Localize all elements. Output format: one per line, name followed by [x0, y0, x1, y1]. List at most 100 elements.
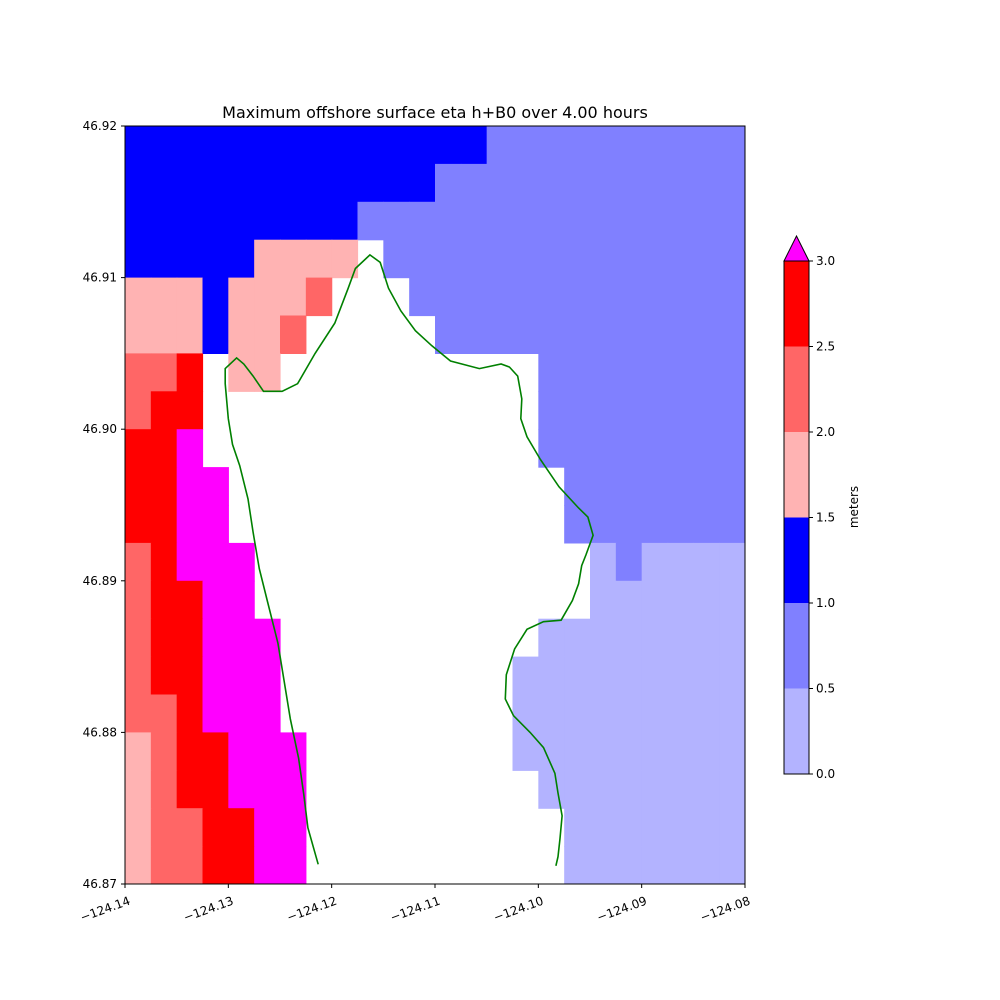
heatmap-cell	[280, 846, 307, 884]
heatmap-cell	[719, 656, 745, 696]
heatmap-cells	[125, 126, 745, 884]
heatmap-cell	[641, 315, 669, 354]
x-tick-label: −124.09	[595, 894, 649, 925]
heatmap-cell	[693, 315, 720, 354]
colorbar-tick-label: 2.5	[816, 340, 835, 354]
heatmap-cell	[202, 505, 229, 544]
heatmap-cell	[176, 315, 204, 354]
heatmap-cell	[667, 201, 694, 241]
heatmap-cell	[228, 126, 255, 165]
heatmap-cell	[719, 770, 745, 809]
heatmap-cell	[486, 277, 514, 317]
heatmap-cell	[667, 391, 694, 430]
x-tick-label: −124.12	[285, 894, 339, 925]
colorbar-segment	[784, 688, 809, 774]
heatmap-cell	[538, 201, 565, 241]
heatmap-cell	[641, 732, 669, 771]
heatmap-cell	[693, 618, 720, 658]
heatmap-cell	[202, 694, 229, 733]
heatmap-cell	[460, 163, 488, 203]
heatmap-cell	[693, 808, 720, 847]
heatmap-cell	[641, 808, 669, 847]
heatmap-cell	[641, 429, 669, 468]
heatmap-cell	[202, 467, 229, 506]
colorbar-ticks: 0.0 0.5 1.0 1.5 2.0 2.5 3.0	[809, 254, 835, 781]
heatmap-cell	[331, 201, 359, 241]
heatmap-cell	[641, 580, 669, 620]
heatmap-cell	[693, 846, 720, 884]
colorbar-tick-label: 2.0	[816, 425, 835, 439]
heatmap-cell	[435, 239, 462, 279]
heatmap-cell	[590, 580, 617, 620]
colorbar-tick-label: 0.5	[816, 682, 835, 696]
heatmap-cell	[615, 580, 643, 620]
heatmap-cell	[254, 770, 281, 809]
heatmap-cell	[667, 694, 694, 733]
heatmap-cell	[564, 808, 591, 847]
heatmap-cell	[538, 277, 565, 317]
heatmap-cell	[176, 126, 204, 165]
heatmap-cell	[176, 505, 204, 544]
heatmap-cell	[719, 353, 745, 392]
heatmap-cell	[564, 239, 591, 279]
heatmap-cell	[125, 732, 152, 771]
colorbar-segment	[784, 346, 809, 432]
heatmap-cell	[176, 353, 204, 392]
heatmap-cell	[254, 808, 281, 847]
x-tick-label: −124.14	[78, 894, 132, 925]
heatmap-cell	[150, 618, 178, 658]
heatmap-cell	[693, 580, 720, 620]
heatmap-cell	[667, 353, 694, 392]
heatmap-cell	[150, 542, 178, 582]
heatmap-cell	[254, 315, 281, 354]
heatmap-cell	[202, 126, 229, 165]
heatmap-cell	[564, 277, 591, 317]
heatmap-cell	[460, 239, 488, 279]
heatmap-cell	[564, 656, 591, 696]
heatmap-cell	[150, 239, 178, 279]
heatmap-cell	[435, 315, 462, 354]
heatmap-cell	[564, 126, 591, 165]
heatmap-cell	[564, 201, 591, 241]
heatmap-cell	[254, 732, 281, 771]
heatmap-cell	[512, 201, 539, 241]
heatmap-cell	[590, 239, 617, 279]
heatmap-cell	[150, 277, 178, 317]
heatmap-cell	[125, 694, 152, 733]
y-axis: 46.87 46.88 46.89 46.90 46.91 46.92	[83, 119, 125, 891]
heatmap-cell	[590, 467, 617, 506]
heatmap-cell	[667, 239, 694, 279]
heatmap-cell	[538, 239, 565, 279]
y-tick-label: 46.91	[83, 271, 117, 285]
x-axis: −124.14 −124.13 −124.12 −124.11 −124.10 −124.…	[78, 884, 752, 925]
heatmap-cell	[641, 694, 669, 733]
heatmap-cell	[641, 542, 669, 582]
heatmap-cell	[693, 429, 720, 468]
heatmap-cell	[667, 277, 694, 317]
heatmap-cell	[486, 163, 514, 203]
heatmap-cell	[228, 542, 255, 582]
x-tick-label: −124.10	[492, 894, 546, 925]
heatmap-cell	[202, 618, 229, 658]
heatmap-cell	[150, 808, 178, 847]
heatmap-cell	[125, 467, 152, 506]
coastline	[224, 253, 594, 866]
heatmap-cell	[538, 429, 565, 468]
heatmap-cell	[719, 201, 745, 241]
colorbar-segments	[784, 261, 809, 774]
heatmap-cell	[254, 846, 281, 884]
heatmap-cell	[667, 126, 694, 165]
heatmap-cell	[719, 618, 745, 658]
heatmap-cell	[486, 315, 514, 354]
heatmap-cell	[176, 391, 204, 430]
heatmap-cell	[409, 277, 436, 317]
heatmap-cell	[641, 201, 669, 241]
heatmap-cell	[538, 656, 565, 696]
heatmap-cell	[615, 239, 643, 279]
heatmap-cell	[176, 467, 204, 506]
y-tick-label: 46.87	[83, 877, 117, 891]
heatmap-cell	[667, 770, 694, 809]
heatmap-cell	[719, 239, 745, 279]
heatmap-cell	[512, 656, 539, 696]
heatmap-cell	[667, 542, 694, 582]
